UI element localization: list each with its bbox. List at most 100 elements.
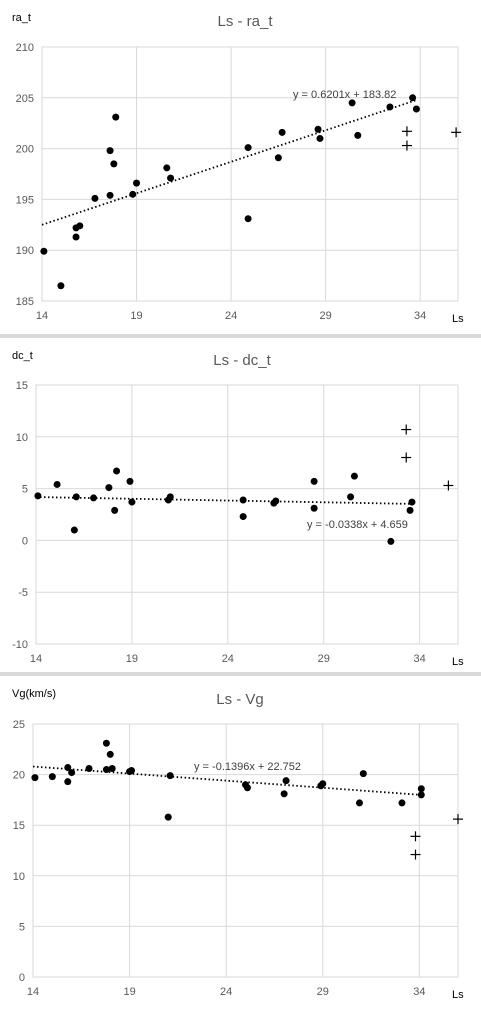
y-axis-label: ra_t: [12, 12, 31, 24]
data-point: [355, 799, 363, 807]
x-tick-label: 24: [222, 653, 234, 665]
data-point: [350, 472, 358, 480]
trendline-equation: y = 0.6201x + 183.82: [293, 89, 396, 101]
data-point: [319, 780, 327, 788]
data-point-plus: [443, 480, 454, 491]
data-point: [310, 504, 318, 512]
y-tick-label: 200: [16, 144, 34, 156]
x-tick-label: 19: [126, 653, 138, 665]
chart-panel-dc: -10 -5 0 5 10 15 14 19 24 29 34 Ls - dc_t dc_t Ls y = …: [0, 338, 481, 672]
y-tick-label: 20: [13, 770, 25, 782]
data-point: [34, 492, 42, 500]
y-tick-label: 0: [19, 972, 25, 984]
data-point-plus: [401, 424, 412, 435]
data-point: [412, 105, 420, 113]
data-point: [406, 506, 414, 514]
x-tick-label: 19: [130, 310, 142, 322]
y-tick-label: 0: [22, 535, 28, 547]
chart-ra-svg: 185 190 195 200 205 210 14 19 24 29 34 Ls - ra_t ra_…: [12, 12, 464, 325]
plot-area: [32, 723, 459, 978]
x-tick-label: 14: [30, 653, 42, 665]
data-point: [272, 497, 280, 505]
y-tick-label: 190: [16, 245, 34, 257]
x-axis-label: Ls: [452, 656, 464, 668]
data-point: [347, 493, 355, 501]
trendline: [35, 496, 412, 505]
data-point: [106, 750, 114, 758]
data-point: [128, 498, 136, 506]
data-point: [316, 134, 324, 142]
chart-dc-svg: -10 -5 0 5 10 15 14 19 24 29 34 Ls - dc_t dc_t Ls y = …: [12, 350, 464, 668]
chart-panel-vg: 0 5 10 15 20 25 14 19 24 29 34 Ls - Vg Vg(km/s) Ls y =…: [0, 676, 481, 1010]
y-tick-label: 210: [16, 42, 34, 54]
data-point: [239, 496, 247, 504]
chart-panel-ra: 185 190 195 200 205 210 14 19 24 29 34 Ls - ra_t ra_…: [0, 0, 481, 334]
x-tick-label: 29: [317, 986, 329, 998]
data-point: [164, 813, 172, 821]
data-point: [239, 513, 247, 521]
data-point: [409, 94, 417, 102]
plot-area: [41, 46, 459, 302]
data-point: [110, 160, 118, 168]
data-point-plus: [401, 140, 412, 151]
data-point: [106, 191, 114, 199]
data-point: [72, 233, 80, 241]
data-point: [243, 784, 251, 792]
data-point: [274, 154, 282, 162]
data-point: [90, 494, 98, 502]
trendline: [41, 99, 417, 226]
y-tick-label: 25: [13, 719, 25, 731]
chart-title: Ls - ra_t: [217, 13, 273, 30]
data-point: [359, 770, 367, 778]
data-point: [102, 766, 110, 774]
x-tick-label: 24: [220, 986, 232, 998]
data-point: [105, 484, 113, 492]
data-point: [48, 773, 56, 781]
data-point: [57, 282, 65, 290]
data-point: [108, 765, 116, 773]
data-point: [417, 785, 425, 793]
data-point-plus: [401, 126, 412, 137]
data-point: [111, 506, 119, 514]
data-point: [40, 247, 48, 255]
plot-area: [35, 384, 459, 645]
trendline-equation: y = -0.1396x + 22.752: [194, 761, 301, 773]
y-tick-label: 15: [13, 820, 25, 832]
chart-vg-svg: 0 5 10 15 20 25 14 19 24 29 34 Ls - Vg Vg(km/s) Ls y =…: [12, 688, 464, 1001]
data-point: [53, 480, 61, 488]
data-point: [244, 144, 252, 152]
y-tick-label: 10: [13, 871, 25, 883]
y-tick-label: 195: [16, 194, 34, 206]
data-point: [91, 194, 99, 202]
x-axis-label: Ls: [452, 313, 464, 325]
data-point: [70, 526, 78, 534]
y-axis-label: Vg(km/s): [12, 688, 56, 700]
data-point-plus: [410, 849, 421, 860]
trendline: [32, 765, 422, 796]
y-tick-label: 5: [19, 921, 25, 933]
data-point: [76, 222, 84, 230]
data-point: [112, 113, 120, 121]
data-point: [408, 498, 416, 506]
data-point-plus: [453, 814, 463, 825]
data-point: [31, 774, 39, 782]
y-tick-label: 205: [16, 93, 34, 105]
y-tick-label: -5: [18, 587, 28, 599]
trendline-equation: y = -0.0338x + 4.659: [307, 519, 408, 531]
x-tick-label: 29: [318, 653, 330, 665]
data-point: [72, 493, 80, 501]
x-tick-label: 29: [320, 310, 332, 322]
data-point-plus: [401, 452, 412, 463]
y-tick-label: 15: [16, 380, 28, 392]
data-point: [163, 164, 171, 172]
x-tick-label: 14: [36, 310, 48, 322]
data-point: [126, 477, 134, 485]
data-point: [166, 493, 174, 501]
data-point: [64, 778, 72, 786]
data-point: [354, 131, 362, 139]
chart-title: Ls - Vg: [216, 691, 264, 708]
y-tick-label: 10: [16, 432, 28, 444]
gridlines: [35, 384, 458, 645]
data-point: [278, 128, 286, 136]
data-point: [348, 99, 356, 107]
